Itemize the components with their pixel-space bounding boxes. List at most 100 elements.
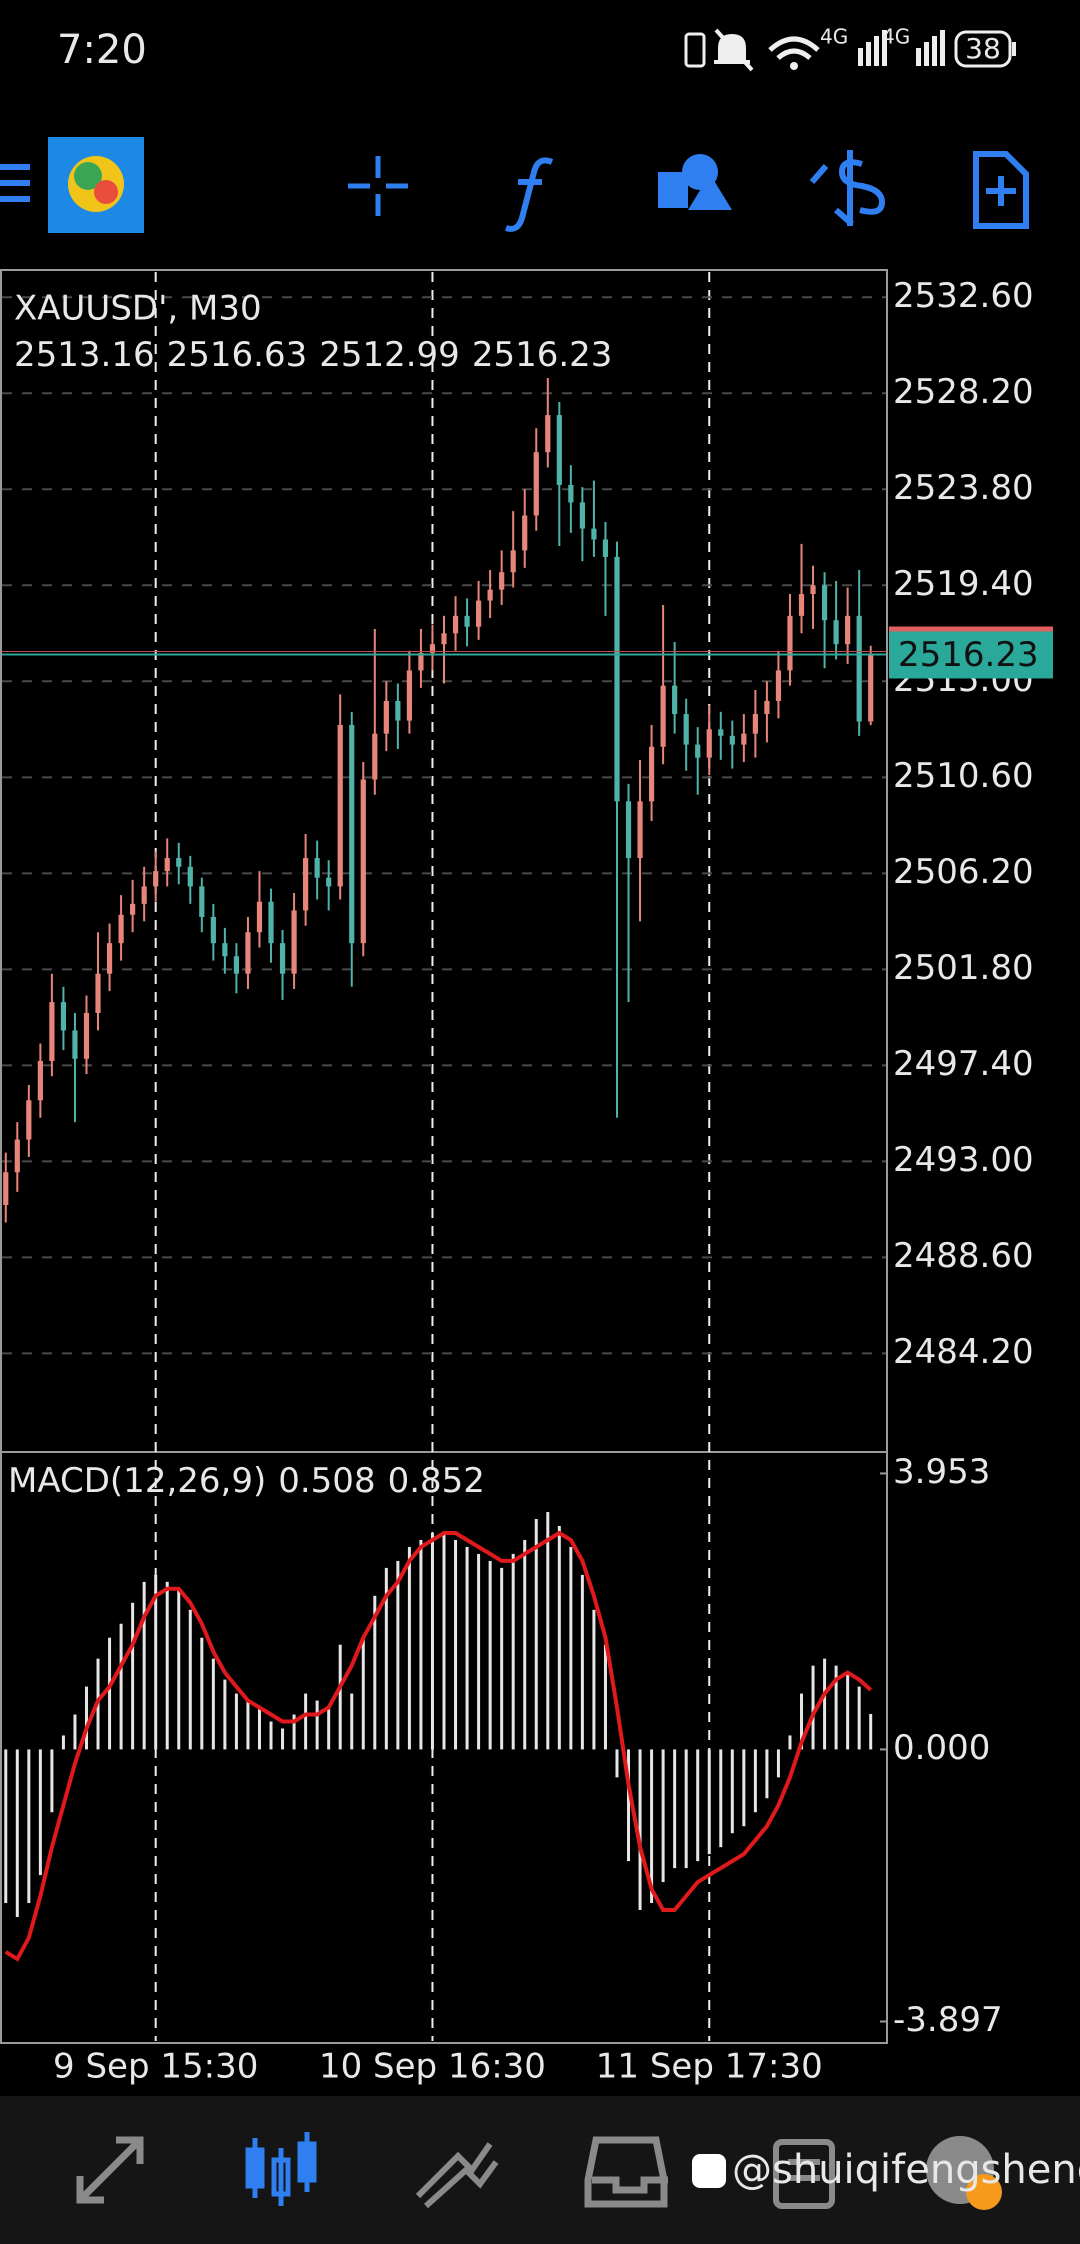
watermark: @shuiqifengsheng bbox=[732, 2147, 1080, 2193]
indicators-button[interactable] bbox=[505, 157, 554, 232]
candle-body bbox=[141, 886, 147, 904]
histogram-bar bbox=[200, 1637, 204, 1750]
histogram-bar bbox=[615, 1749, 619, 1778]
y-tick-label: 2501.80 bbox=[893, 948, 1034, 988]
candle-body bbox=[545, 415, 551, 453]
histogram-bar bbox=[857, 1686, 861, 1750]
histogram-bar bbox=[430, 1532, 434, 1750]
trade-tab[interactable] bbox=[415, 2142, 499, 2209]
ohlc-value: 2513.16 bbox=[14, 335, 155, 375]
x-tick-label: 10 Sep 16:30 bbox=[319, 2047, 546, 2087]
histogram-bar bbox=[869, 1713, 873, 1750]
candle-body bbox=[487, 589, 493, 601]
candle-body bbox=[3, 1172, 9, 1205]
candle-body bbox=[14, 1139, 20, 1173]
histogram-bar bbox=[592, 1609, 596, 1750]
chart-tab[interactable] bbox=[245, 2132, 317, 2206]
candle-body bbox=[291, 910, 297, 974]
ohlc-value: 2516.23 bbox=[472, 335, 613, 375]
candle-body bbox=[106, 943, 113, 974]
candle-body bbox=[95, 973, 101, 1013]
candle-body bbox=[256, 901, 263, 933]
candle-body bbox=[752, 714, 758, 734]
candle-body bbox=[833, 620, 839, 645]
candle-body bbox=[718, 729, 724, 736]
histogram-bar bbox=[707, 1749, 711, 1855]
histogram-bar bbox=[50, 1749, 54, 1813]
histogram-bar bbox=[846, 1672, 850, 1750]
candle-body bbox=[130, 903, 136, 915]
candle-body bbox=[452, 615, 459, 634]
candle-body bbox=[660, 685, 666, 747]
price-panel bbox=[0, 269, 888, 1453]
histogram-bar bbox=[661, 1749, 665, 1883]
y-tick-label: 2484.20 bbox=[893, 1332, 1034, 1372]
candle-body bbox=[568, 484, 574, 503]
candle-body bbox=[26, 1100, 32, 1140]
histogram-bar bbox=[488, 1560, 492, 1750]
histogram-bar bbox=[177, 1588, 181, 1750]
candle-body bbox=[695, 744, 701, 758]
status-icons bbox=[684, 28, 1016, 72]
histogram-bar bbox=[315, 1700, 319, 1750]
news-tab[interactable] bbox=[773, 2139, 835, 2209]
histogram-bar bbox=[454, 1539, 458, 1750]
histogram-bar bbox=[223, 1679, 227, 1750]
histogram-bar bbox=[73, 1714, 77, 1750]
candle-body bbox=[395, 700, 401, 721]
crosshair-button[interactable] bbox=[348, 156, 408, 216]
price-label-top bbox=[889, 626, 1053, 632]
facebook-icon bbox=[692, 2154, 726, 2188]
histogram-bar bbox=[442, 1532, 446, 1750]
candle-body bbox=[418, 652, 424, 671]
histogram-value: 0.508 bbox=[278, 1461, 375, 1501]
y-tick-label: 2497.40 bbox=[893, 1044, 1034, 1084]
candle-body bbox=[406, 670, 412, 721]
menu-button[interactable] bbox=[0, 164, 30, 202]
new-order-button[interactable] bbox=[973, 151, 1029, 229]
candle-body bbox=[683, 714, 689, 745]
candle-body bbox=[326, 877, 332, 887]
histogram-bar bbox=[61, 1735, 65, 1750]
ohlc-value: 2512.99 bbox=[319, 335, 460, 375]
histogram-bar bbox=[603, 1644, 607, 1750]
y-tick-label: 2532.60 bbox=[893, 276, 1034, 316]
histogram-bar bbox=[269, 1721, 273, 1750]
candle-body bbox=[233, 956, 240, 974]
objects-button[interactable] bbox=[658, 154, 732, 210]
app-logo[interactable] bbox=[48, 137, 144, 233]
candle-body bbox=[764, 700, 770, 715]
candle-body bbox=[187, 866, 193, 887]
histogram-bar bbox=[142, 1581, 146, 1750]
histogram-bar bbox=[776, 1749, 780, 1778]
histogram-bar bbox=[246, 1700, 250, 1750]
candle-body bbox=[303, 858, 309, 911]
candle-body bbox=[49, 1002, 55, 1061]
candle-body bbox=[37, 1060, 43, 1101]
candle-body bbox=[868, 654, 874, 722]
histogram-bar bbox=[131, 1602, 135, 1750]
candle-body bbox=[614, 556, 620, 802]
histogram-bar bbox=[742, 1749, 746, 1827]
trade-button[interactable] bbox=[809, 150, 886, 227]
candle-body bbox=[337, 724, 343, 887]
candle-body bbox=[510, 550, 516, 573]
histogram-bar bbox=[407, 1546, 411, 1750]
histogram-bar bbox=[546, 1512, 550, 1750]
history-tab[interactable] bbox=[584, 2136, 668, 2208]
battery-level: 38 bbox=[965, 32, 1001, 65]
histogram-bar bbox=[234, 1693, 238, 1750]
histogram-bar bbox=[523, 1539, 527, 1750]
histogram-bar bbox=[373, 1595, 377, 1750]
candle-body bbox=[579, 502, 585, 529]
histogram-bar bbox=[557, 1526, 561, 1750]
quotes-tab[interactable] bbox=[76, 2136, 144, 2204]
candle-body bbox=[83, 1012, 90, 1059]
candle-body bbox=[383, 700, 389, 734]
candle-body bbox=[706, 729, 712, 758]
histogram-bar bbox=[673, 1749, 677, 1869]
candle-body bbox=[279, 943, 286, 974]
candle-body bbox=[176, 858, 182, 867]
histogram-bar bbox=[84, 1686, 88, 1750]
